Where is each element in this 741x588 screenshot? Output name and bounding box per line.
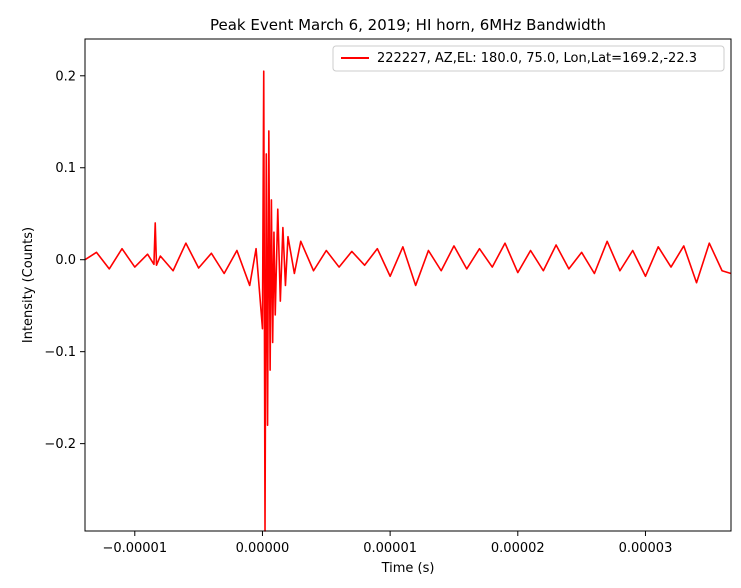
plot-frame [84, 38, 732, 532]
chart-title: Peak Event March 6, 2019; HI horn, 6MHz … [210, 16, 606, 34]
x-tick-label: 0.00002 [491, 541, 545, 556]
x-tick-label: 0.00001 [363, 541, 417, 556]
x-tick-label: 0.00000 [236, 541, 290, 556]
x-tick-label: 0.00003 [619, 541, 673, 556]
legend-entry: 222227, AZ,EL: 180.0, 75.0, Lon,Lat=169.… [377, 51, 697, 66]
y-tick-label: −0.2 [44, 437, 76, 452]
y-tick-label: 0.2 [55, 69, 76, 84]
y-tick-label: −0.1 [44, 345, 76, 360]
x-tick-label: −0.00001 [102, 541, 167, 556]
y-tick-label: 0.0 [55, 253, 76, 268]
plot-area [85, 39, 731, 531]
y-axis-label: Intensity (Counts) [21, 227, 36, 343]
y-tick-label: 0.1 [55, 161, 76, 176]
legend: 222227, AZ,EL: 180.0, 75.0, Lon,Lat=169.… [332, 45, 725, 72]
legend-box [332, 45, 725, 72]
series-line-0 [84, 70, 732, 532]
x-axis-label: Time (s) [381, 561, 435, 576]
